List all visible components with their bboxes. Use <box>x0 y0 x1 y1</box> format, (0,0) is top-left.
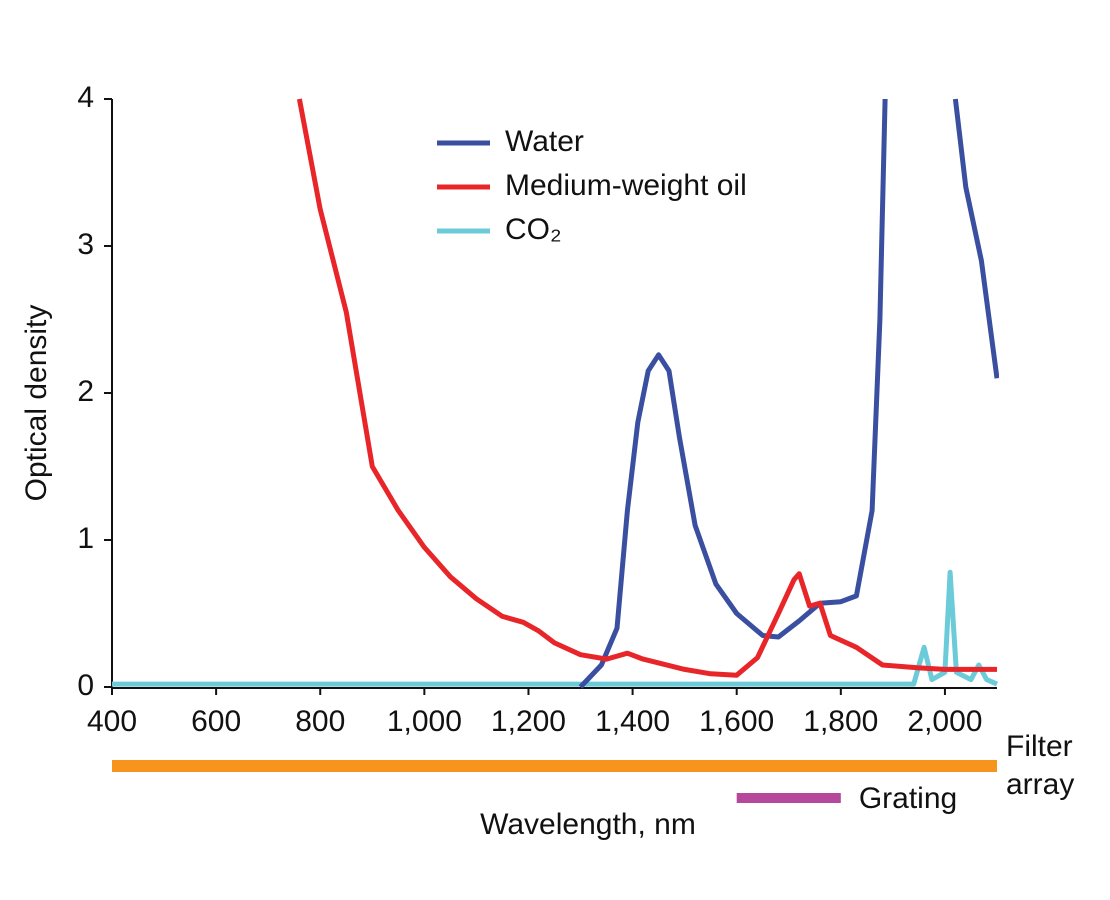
y-axis-label: Optical density <box>20 305 53 502</box>
y-tick-label: 4 <box>77 81 94 114</box>
y-tick-label: 1 <box>77 522 94 555</box>
x-tick-label: 1,600 <box>699 705 774 738</box>
series-line <box>112 569 998 687</box>
y-tick-label: 0 <box>77 669 94 702</box>
x-tick-label: 1,000 <box>387 705 462 738</box>
y-tick-label: 3 <box>77 228 94 261</box>
x-tick-label: 2,000 <box>907 705 982 738</box>
x-tick-label: 400 <box>87 705 137 738</box>
range-label: Grating <box>859 782 957 815</box>
series-line <box>296 98 997 678</box>
x-axis-label: Wavelength, nm <box>480 808 696 841</box>
plot-lines <box>112 98 999 689</box>
series-line <box>578 98 999 689</box>
x-tick-label: 1,800 <box>803 705 878 738</box>
range-label: Filter array <box>1006 730 1075 801</box>
y-tick-label: 2 <box>77 375 94 408</box>
x-tick-label: 800 <box>295 705 345 738</box>
legend-label: Medium-weight oil <box>505 169 747 202</box>
x-tick-label: 1,200 <box>491 705 566 738</box>
x-tick-label: 1,400 <box>595 705 670 738</box>
range-bar <box>112 760 997 772</box>
legend-label: Water <box>505 125 584 158</box>
legend-label: CO₂ <box>505 213 562 246</box>
x-tick-label: 600 <box>191 705 241 738</box>
range-bar <box>736 793 841 803</box>
